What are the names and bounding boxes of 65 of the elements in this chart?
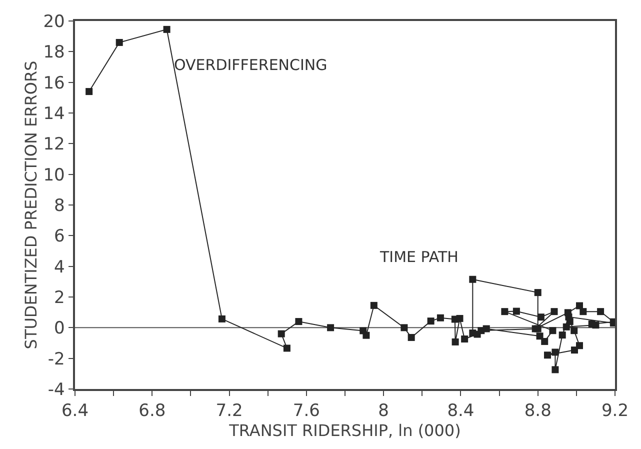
x-tick-label: 9.2 [601,401,629,422]
point [116,38,123,46]
x-tick-label: 7.6 [292,401,320,422]
point [597,308,604,316]
x-tick-label: 6.8 [138,401,166,422]
point [362,332,370,339]
point [537,314,544,321]
y-tick-label: 10 [43,165,65,186]
point [461,336,468,343]
point [552,348,559,356]
point [501,308,508,316]
y-tick-label: 20 [43,12,65,32]
point [452,338,459,346]
x-tick-label: 7.2 [216,401,243,422]
point [558,332,566,339]
point [370,302,378,309]
point [536,332,544,340]
point [408,334,415,341]
point [544,352,551,359]
point [565,313,572,320]
y-tick-label: 16 [43,73,65,94]
y-tick-label: 6 [54,226,65,247]
point [283,344,290,352]
point [295,318,302,326]
point [532,325,539,332]
point [86,88,93,96]
point [327,324,334,332]
point [549,327,556,334]
point [436,314,444,322]
point [576,302,584,310]
y-tick-label: 0 [54,318,65,339]
x-tick-label: 8 [378,401,389,422]
point [218,315,226,322]
point [278,330,285,338]
y-tick-label: 8 [54,196,65,216]
y-axis-title: STUDENTIZED PREDICTION ERRORS [22,60,41,350]
y-tick-label: -4 [48,380,65,400]
point [550,308,558,316]
point [400,324,408,332]
point [534,289,542,296]
y-tick-label: 18 [43,42,65,63]
point [570,327,578,334]
x-tick-label: 6.4 [61,401,89,422]
point [469,330,476,337]
y-tick-label: 4 [54,257,65,278]
x-axis-title: TRANSIT RIDERSHIP, ln (000) [228,421,461,440]
point [541,338,548,345]
point [552,366,559,374]
point [456,314,464,322]
y-tick-label: 2 [54,288,65,308]
y-tick-label: 12 [43,134,65,155]
y-tick-label: -2 [48,349,65,370]
point [571,346,578,354]
annotation: TIME PATH [379,248,458,266]
point [163,26,170,33]
x-tick-label: 8.4 [447,401,474,422]
point [469,276,476,283]
point [427,318,434,325]
point [482,325,490,332]
point [580,308,587,316]
x-tick-label: 8.8 [524,401,552,422]
point [512,308,520,315]
point [592,322,600,329]
y-tick-label: 14 [43,104,65,124]
annotation: OVERDIFFERENCING [174,56,328,74]
